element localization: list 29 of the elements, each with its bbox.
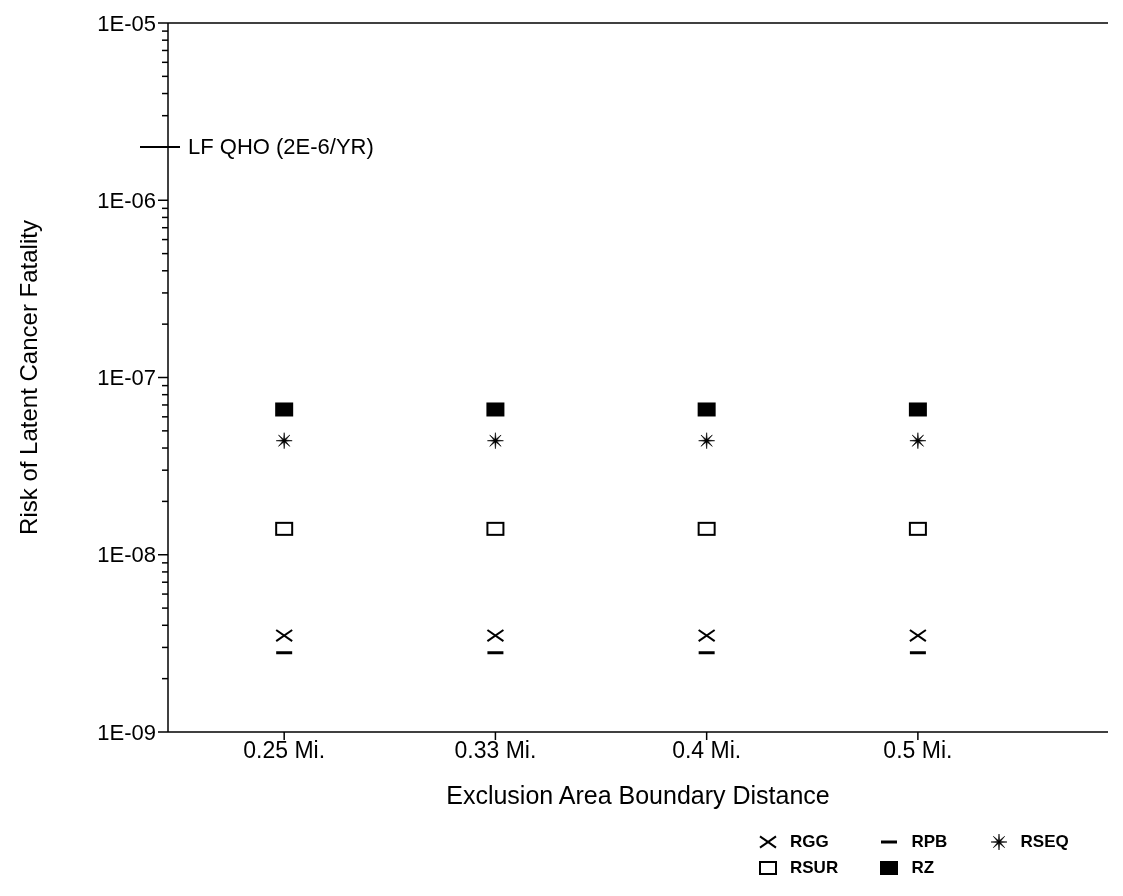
x-tick-label: 0.4 Mi. bbox=[672, 737, 742, 764]
y-tick-label: 1E-08 bbox=[97, 542, 156, 568]
legend-label: RSEQ bbox=[1020, 832, 1069, 852]
legend-label: RPB bbox=[911, 832, 948, 852]
point bbox=[487, 432, 504, 449]
x-tick-label: 0.5 Mi. bbox=[883, 737, 953, 764]
ref-line-label: LF QHO (2E-6/YR) bbox=[188, 134, 374, 160]
legend-label: RGG bbox=[790, 832, 829, 852]
point bbox=[275, 521, 294, 536]
point bbox=[486, 521, 505, 536]
point bbox=[486, 402, 505, 417]
x-axis-title: Exclusion Area Boundary Distance bbox=[446, 781, 830, 809]
y-axis-title: Risk of Latent Cancer Fatality bbox=[14, 220, 42, 535]
x-tick-label: 0.33 Mi. bbox=[454, 737, 537, 764]
point bbox=[275, 432, 293, 449]
y-tick-label: 1E-05 bbox=[97, 10, 156, 36]
point bbox=[697, 521, 716, 536]
legend-label: RSUR bbox=[790, 858, 839, 878]
y-tick-label: 1E-06 bbox=[97, 187, 156, 213]
x-tick-label: 0.25 Mi. bbox=[243, 737, 326, 764]
point bbox=[275, 402, 294, 417]
point bbox=[909, 432, 927, 449]
point bbox=[908, 402, 927, 417]
y-tick-label: 1E-07 bbox=[97, 365, 156, 390]
point bbox=[697, 402, 716, 417]
legend-label: RZ bbox=[911, 858, 935, 878]
point bbox=[908, 521, 927, 536]
point bbox=[698, 432, 715, 449]
y-tick-label: 1E-09 bbox=[97, 719, 156, 745]
